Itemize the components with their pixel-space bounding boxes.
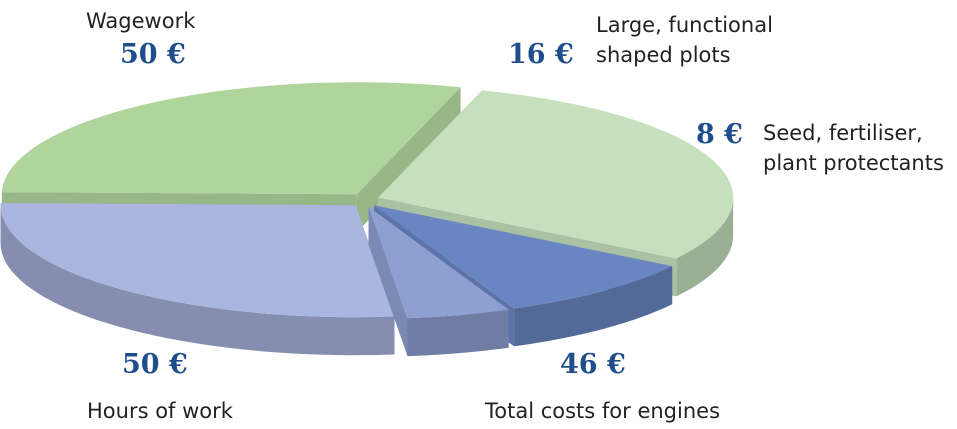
slice-value-wagework: 50 €: [120, 39, 186, 70]
slice-label-hours-of-work: Hours of work: [87, 399, 233, 423]
slice-label-large-plots: Large, functional shaped plots: [596, 13, 773, 67]
slice-2: [368, 206, 509, 357]
slice-label-seed-fertiliser: Seed, fertiliser, plant protectants: [763, 121, 944, 175]
slice-label-wagework: Wagework: [86, 9, 196, 33]
slice-3: [0, 203, 395, 356]
slice-value-large-plots: 16 €: [508, 39, 574, 70]
slice-value-hours-of-work: 50 €: [122, 349, 188, 380]
slice-label-engines: Total costs for engines: [485, 399, 721, 423]
slice-value-seed-fertiliser: 8 €: [696, 119, 743, 150]
slice-value-engines: 46 €: [560, 349, 626, 380]
